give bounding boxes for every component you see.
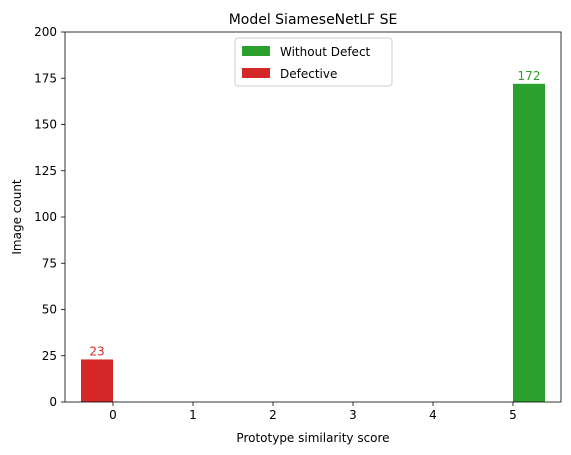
legend: Without Defect Defective [234, 37, 393, 87]
y-tick-label: 125 [34, 164, 57, 178]
y-tick-label: 25 [42, 349, 57, 363]
y-tick-label: 75 [42, 256, 57, 270]
y-tick-label: 50 [42, 303, 57, 317]
x-axis-label: Prototype similarity score [236, 431, 389, 445]
legend-swatch [242, 46, 270, 56]
y-tick-label: 200 [34, 25, 57, 39]
legend-swatch [242, 68, 270, 78]
x-tick-label: 1 [189, 408, 197, 422]
bar-without-defect-5 [513, 83, 545, 403]
x-tick-label: 4 [429, 408, 437, 422]
legend-label: Defective [280, 67, 337, 81]
y-axis-label: Image count [10, 179, 24, 255]
y-tick-label: 175 [34, 71, 57, 85]
data-label-without-defect-5: 172 [518, 69, 541, 83]
x-tick-label: 2 [269, 408, 277, 422]
bar-defective-0 [81, 359, 113, 402]
plot-area: 172 23 [81, 69, 545, 403]
x-tick-label: 5 [509, 408, 517, 422]
x-tick-label: 3 [349, 408, 357, 422]
y-tick-label: 150 [34, 118, 57, 132]
legend-box [234, 37, 393, 87]
chart-title: Model SiameseNetLF SE [229, 12, 398, 28]
y-tick-label: 0 [49, 395, 57, 409]
data-label-defective-0: 23 [89, 344, 104, 358]
x-tick-label: 0 [109, 408, 117, 422]
legend-label: Without Defect [280, 45, 371, 59]
y-tick-label: 100 [34, 210, 57, 224]
